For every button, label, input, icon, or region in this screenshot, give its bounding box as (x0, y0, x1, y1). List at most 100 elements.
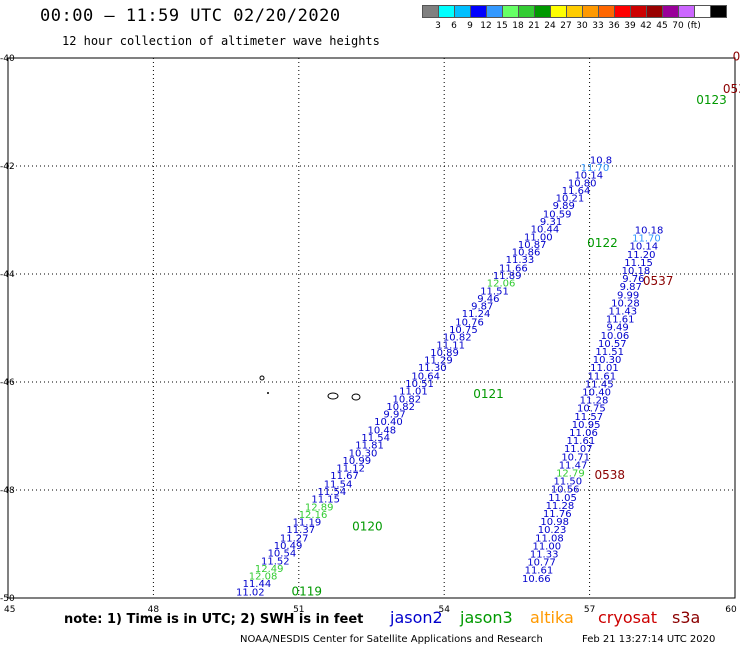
swh-value: 11.67 (330, 471, 359, 482)
swh-value: 10.44 (531, 224, 560, 235)
scale-label: 3 (435, 21, 441, 31)
swh-value: 11.06 (569, 428, 598, 439)
footer-note: note: 1) Time is in UTC; 2) SWH is in fe… (64, 612, 364, 627)
track-id-label: 0121 (473, 387, 504, 401)
scale-label: 15 (496, 21, 508, 31)
island-outline (327, 392, 339, 400)
swh-value: 12.06 (487, 278, 516, 289)
swh-value: 9.99 (617, 290, 639, 301)
lon-tick-label: 60 (725, 605, 737, 615)
track-id-label: 0120 (352, 520, 383, 534)
swh-value: 10.14 (574, 170, 603, 181)
scale-label: 36 (608, 21, 620, 31)
swh-value: 11.54 (318, 487, 347, 498)
swh-value: 10.95 (572, 420, 601, 431)
lat-tick-label: -42 (0, 162, 15, 172)
swh-value: 11.11 (436, 341, 465, 352)
swh-value: 10.49 (274, 541, 303, 552)
swh-value: 11.66 (499, 263, 528, 274)
swh-value: 10.82 (386, 402, 415, 413)
swh-value: 10.82 (443, 332, 472, 343)
scale-label: 18 (512, 21, 524, 31)
lon-tick-label: 48 (148, 605, 160, 615)
swh-value: 10.14 (630, 242, 659, 253)
island-outlines (259, 375, 361, 401)
swh-value: 11.15 (624, 258, 653, 269)
swh-value: 11.61 (606, 315, 635, 326)
swh-value: 11.51 (480, 287, 509, 298)
swh-value: 12.89 (305, 503, 334, 514)
swh-value: 11.54 (324, 479, 353, 490)
swh-value: 10.18 (622, 266, 651, 277)
swh-value: 11.00 (524, 233, 553, 244)
track-id-label: 0122 (587, 236, 618, 250)
swh-value: 11.30 (418, 363, 447, 374)
swh-value: 10.82 (393, 395, 422, 406)
scale-label: 70 (672, 21, 684, 31)
swh-value: 10.76 (455, 317, 484, 328)
swh-value: 10.87 (518, 240, 547, 251)
swh-value: 9.76 (622, 274, 644, 285)
swh-value: 11.28 (546, 501, 575, 512)
map-frame (7, 57, 736, 599)
lat-tick-label: -46 (0, 378, 15, 388)
swh-value: 9.89 (553, 201, 575, 212)
scale-label: 39 (624, 21, 636, 31)
swh-value: 10.56 (551, 485, 580, 496)
swh-value: 10.64 (411, 371, 440, 382)
scale-label: 9 (467, 21, 473, 31)
scale-label: 21 (528, 21, 540, 31)
track-id-label: 053 (733, 50, 740, 64)
swh-value: 11.61 (525, 566, 554, 577)
swh-value: 10.66 (522, 574, 551, 585)
lon-tick-label: 57 (584, 605, 595, 615)
swh-value: 11.29 (424, 356, 453, 367)
swh-value: 10.40 (374, 417, 403, 428)
swh-value: 11.27 (280, 533, 309, 544)
swh-value: 12.79 (556, 469, 585, 480)
generation-timestamp: Feb 21 13:27:14 UTC 2020 (582, 634, 716, 645)
swh-value: 11.33 (530, 550, 559, 561)
mission-name: jason2 (390, 608, 443, 627)
swh-value: 10.18 (635, 226, 664, 237)
swh-value: 11.01 (590, 363, 619, 374)
island-outline (267, 392, 269, 394)
track-id-label: 0536 (723, 82, 740, 96)
swh-value: 11.37 (286, 525, 315, 536)
swh-value: 11.08 (535, 533, 564, 544)
scale-unit: (ft) (687, 21, 701, 31)
swh-value: 11.01 (399, 386, 428, 397)
lat-tick-label: -44 (0, 270, 15, 280)
swh-value: 12.08 (249, 572, 278, 583)
credit-line: NOAA/NESDIS Center for Satellite Applica… (240, 634, 543, 645)
swh-value: 11.89 (493, 271, 522, 282)
swh-value: 9.31 (540, 217, 562, 228)
swh-value: 11.24 (462, 309, 491, 320)
track-id-label: 0537 (643, 274, 674, 288)
swh-value: 11.76 (543, 509, 572, 520)
swh-value: 9.49 (606, 323, 628, 334)
swh-value: 11.44 (243, 579, 272, 590)
scale-label: 30 (576, 21, 588, 31)
map-border (7, 57, 736, 599)
lat-tick-label: -50 (0, 594, 15, 604)
swh-value: 11.51 (595, 347, 624, 358)
scale-label: 33 (592, 21, 604, 31)
scale-label: 27 (560, 21, 572, 31)
axis-ticks: 45 48 51 54 57 60 -40 -42 -44 -46 -48 -50 (0, 54, 737, 615)
swh-value: 9.46 (477, 294, 499, 305)
swh-value: 9.87 (620, 282, 642, 293)
swh-value: 10.86 (512, 248, 541, 259)
swh-value: 10.30 (349, 449, 378, 460)
scale-label: 6 (451, 21, 457, 31)
swh-value: 9.87 (471, 302, 493, 313)
swh-values: 11.0211.4412.0812.4911.5210.5410.4911.27… (236, 155, 663, 598)
swh-value: 12.16 (299, 510, 328, 521)
swh-value: 11.64 (562, 186, 591, 197)
swh-value: 11.54 (361, 433, 390, 444)
track-id-label: 0538 (594, 468, 625, 482)
track-id-label: 0123 (696, 93, 727, 107)
swh-value: 9.97 (383, 410, 405, 421)
swh-value: 11.15 (311, 494, 340, 505)
swh-value: 10.75 (577, 404, 606, 415)
